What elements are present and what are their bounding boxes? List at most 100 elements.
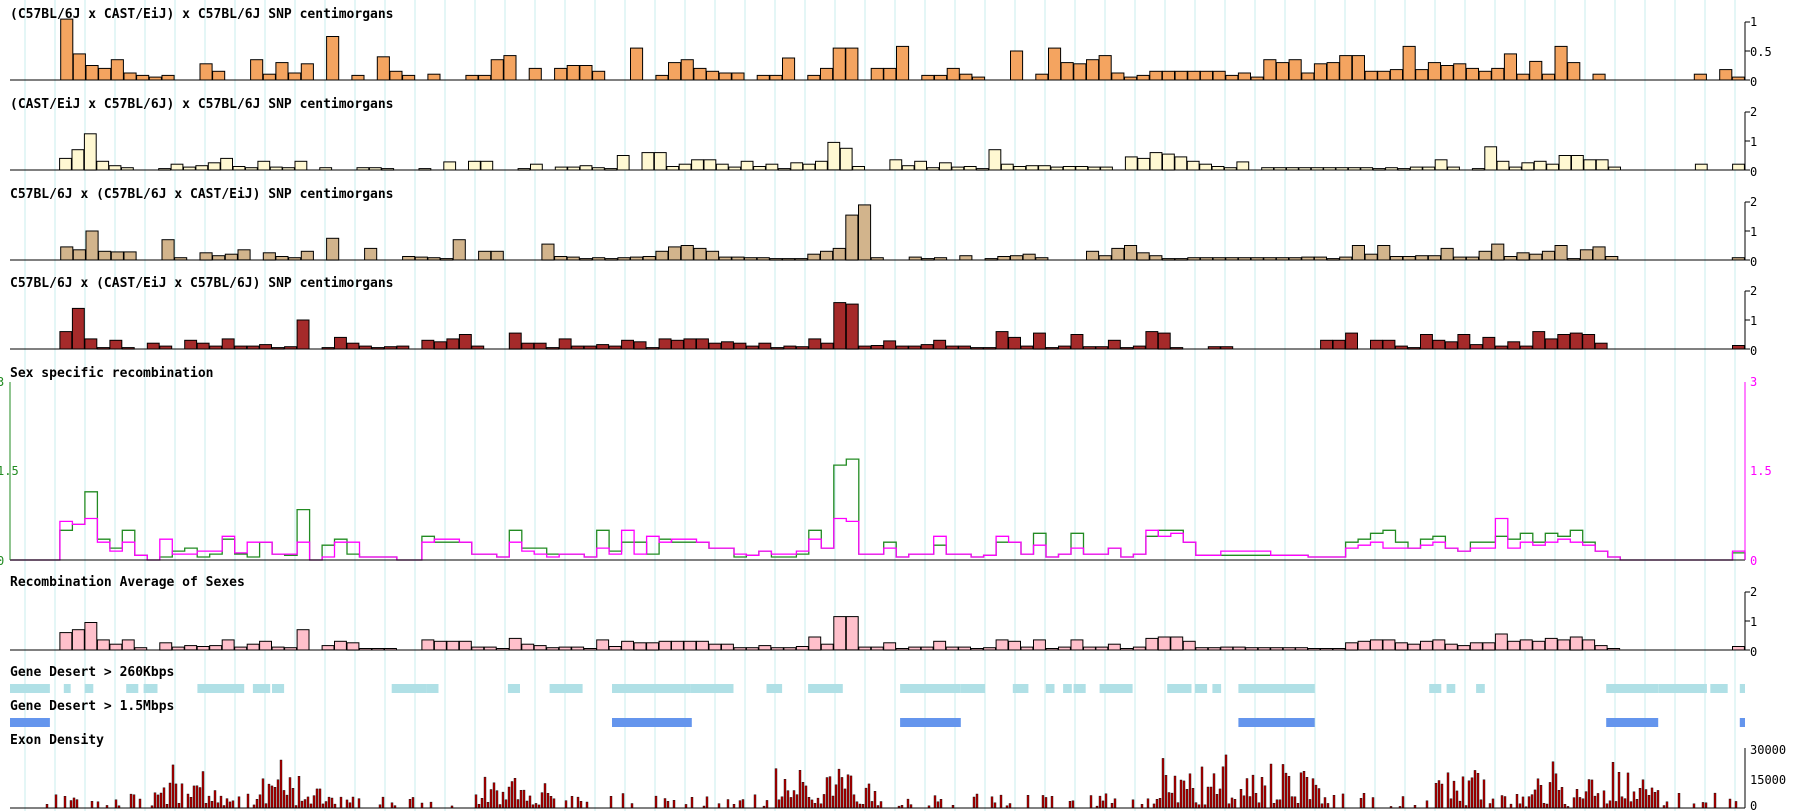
bar — [655, 250, 669, 261]
exon-bar — [1614, 801, 1618, 809]
exon-bar — [1224, 754, 1228, 809]
exon-bar — [75, 799, 79, 809]
bar — [1332, 339, 1346, 350]
bar — [933, 339, 947, 350]
bar — [224, 253, 238, 261]
bar-track — [10, 111, 1750, 171]
bar — [896, 45, 910, 81]
exon-bar — [1182, 780, 1186, 809]
exon-bar — [795, 794, 799, 809]
exon-bar — [1656, 790, 1660, 809]
bar — [608, 646, 622, 651]
exon-bar — [180, 783, 184, 809]
bar — [220, 157, 233, 171]
bar — [1149, 70, 1163, 81]
exon-bar — [1206, 786, 1210, 809]
bar — [959, 73, 973, 81]
exon-bar — [846, 774, 850, 809]
exon-bar — [879, 801, 883, 809]
bar — [528, 67, 542, 81]
bar — [883, 67, 897, 81]
gene-desert-block — [1476, 684, 1485, 693]
gene-desert-block — [612, 718, 692, 727]
exon-bar — [1665, 801, 1669, 809]
exon-bar — [990, 796, 994, 809]
bar — [1402, 45, 1416, 81]
bar — [1237, 72, 1252, 81]
bar — [769, 74, 783, 81]
bar — [508, 637, 522, 651]
exon-bar — [1323, 797, 1327, 809]
bar — [1519, 639, 1533, 651]
bar — [209, 645, 223, 651]
bar — [1558, 155, 1572, 171]
bar — [914, 160, 928, 171]
bar — [221, 338, 235, 350]
series-line — [10, 517, 1746, 561]
exon-bar — [1713, 792, 1717, 809]
gene-desert-track — [10, 684, 1745, 693]
bar — [1533, 160, 1547, 171]
bar — [123, 72, 137, 81]
exon-bar — [408, 799, 412, 809]
exon-bar — [1200, 766, 1204, 809]
exon-bar — [831, 795, 835, 809]
bar — [1351, 245, 1366, 261]
exon-bar — [348, 802, 352, 809]
bar — [820, 342, 834, 350]
bar — [621, 339, 634, 350]
series-line — [10, 458, 1746, 561]
exon-bar — [201, 771, 205, 809]
bar — [839, 147, 853, 171]
exon-bar — [1341, 793, 1345, 809]
bar — [351, 74, 365, 81]
bar — [1389, 256, 1404, 261]
bar — [85, 65, 99, 81]
bar — [1010, 50, 1024, 81]
exon-bar — [1308, 799, 1312, 809]
exon-bar — [1677, 793, 1681, 809]
bar — [1694, 163, 1708, 171]
track-title: Exon Density — [10, 733, 104, 748]
exon-bar — [1104, 793, 1108, 809]
exon-bar — [255, 799, 259, 809]
gene-desert-block — [1073, 684, 1086, 693]
gene-desert-block — [1658, 684, 1707, 693]
gene-desert-block — [1099, 684, 1133, 693]
exon-bar — [1644, 789, 1648, 809]
bar — [326, 237, 340, 261]
gene-desert-block — [1045, 684, 1055, 693]
bar — [795, 646, 809, 651]
bar — [1532, 640, 1546, 651]
bar — [845, 47, 859, 81]
bar — [1389, 69, 1404, 81]
exon-bar — [672, 800, 676, 809]
exon-bar — [1299, 772, 1303, 809]
y-tick-label: 2 — [1750, 195, 1757, 209]
bar — [1062, 166, 1076, 171]
gene-desert-block — [900, 684, 961, 693]
bar — [1544, 338, 1558, 350]
gene-desert-block — [549, 684, 583, 693]
exon-bar — [1545, 803, 1549, 809]
bar — [820, 250, 834, 261]
bar — [136, 74, 150, 81]
bar — [995, 331, 1009, 350]
exon-bar — [1653, 792, 1657, 809]
bar — [827, 141, 841, 171]
bar — [1048, 47, 1062, 81]
exon-bar — [138, 798, 142, 809]
exon-bar — [1326, 803, 1330, 809]
bar — [98, 67, 112, 81]
bar — [321, 645, 335, 651]
bar — [346, 642, 360, 651]
bar — [721, 643, 734, 651]
bar — [1070, 639, 1084, 651]
bar — [655, 74, 669, 81]
exon-bar — [192, 785, 196, 809]
exon-bar — [498, 804, 502, 809]
bar — [1569, 636, 1583, 651]
exon-bar — [261, 778, 265, 809]
vertical-gridlines — [24, 0, 1736, 811]
bar — [1035, 73, 1049, 81]
